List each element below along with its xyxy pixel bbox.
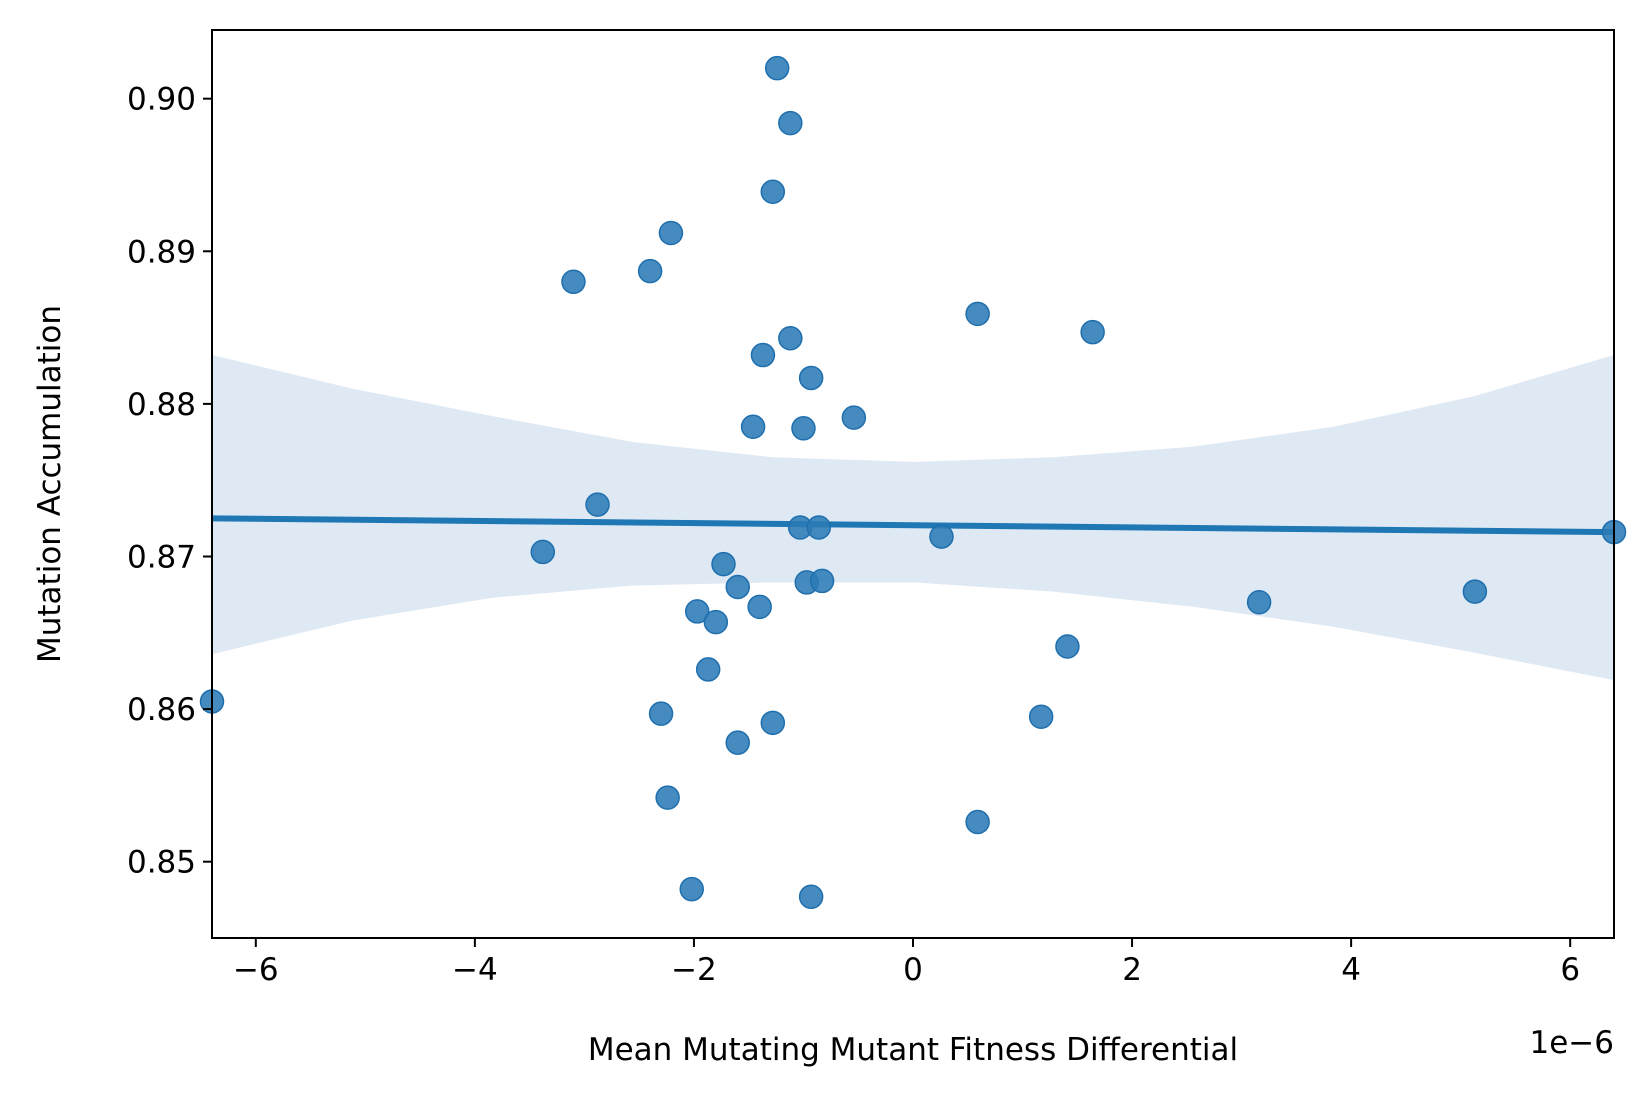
data-point [637, 258, 663, 284]
data-point [791, 416, 816, 441]
x-tick-label: −4 [452, 952, 498, 988]
data-point [778, 326, 803, 351]
data-point [655, 785, 680, 810]
data-point [740, 414, 766, 440]
y-axis-label: Mutation Accumulation [32, 305, 68, 663]
y-tick-label: 0.86 [127, 692, 196, 728]
y-tick-label: 0.89 [127, 234, 196, 270]
data-point [679, 876, 704, 902]
regression-line [212, 515, 1614, 536]
data-point [725, 730, 750, 755]
data-point [798, 884, 824, 910]
data-point [929, 524, 954, 549]
regression-line-layer [212, 515, 1614, 536]
data-point [1080, 319, 1105, 345]
y-tick-label: 0.90 [127, 82, 196, 118]
y-tick-label: 0.85 [127, 845, 196, 881]
data-point [778, 110, 803, 136]
data-point [684, 599, 710, 624]
data-point [695, 657, 721, 682]
data-point [965, 809, 990, 835]
data-point [764, 55, 790, 81]
x-tick-label: −6 [233, 952, 279, 988]
data-point [703, 609, 729, 635]
data-point [806, 515, 832, 540]
y-tick-label: 0.88 [127, 387, 196, 423]
data-point [747, 594, 772, 620]
data-point [1055, 634, 1080, 659]
data-point [750, 342, 776, 368]
data-point [648, 701, 674, 726]
data-point [1028, 704, 1054, 729]
data-point [760, 179, 786, 205]
data-point [1462, 579, 1488, 604]
x-axis: −6 −4 −2 0 2 4 6 [233, 938, 1580, 988]
data-point [809, 568, 835, 594]
data-point [561, 269, 586, 295]
y-tick-label: 0.87 [127, 539, 196, 575]
data-point [760, 710, 786, 736]
data-point [725, 574, 750, 600]
data-point [1246, 590, 1272, 615]
scatter-points-layer [199, 55, 1627, 910]
x-tick-label: −2 [671, 952, 717, 988]
data-point [965, 301, 990, 327]
x-axis-label: Mean Mutating Mutant Fitness Differentia… [588, 1032, 1238, 1068]
data-point [711, 551, 736, 577]
y-axis: 0.85 0.86 0.87 0.88 0.89 0.90 [127, 82, 212, 881]
data-point [585, 492, 610, 517]
data-point [658, 220, 684, 246]
x-tick-label: 4 [1341, 952, 1361, 988]
x-tick-label: 0 [903, 952, 923, 988]
x-tick-label: 6 [1560, 952, 1580, 988]
x-axis-offset-label: 1e−6 [1530, 1025, 1615, 1061]
data-point [841, 405, 867, 430]
x-tick-label: 2 [1122, 952, 1142, 988]
data-point [798, 365, 824, 391]
data-point [530, 539, 556, 565]
